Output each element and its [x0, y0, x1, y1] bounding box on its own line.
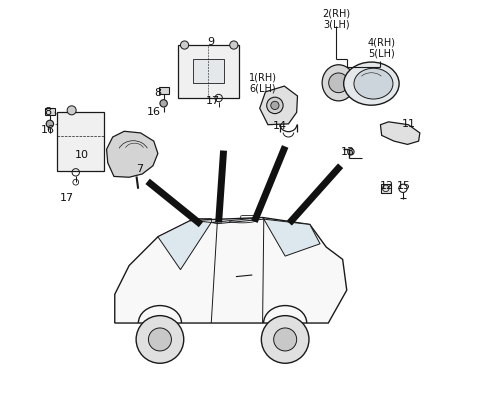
Text: 17: 17: [206, 96, 220, 106]
Text: 15: 15: [397, 181, 411, 191]
Circle shape: [261, 316, 309, 363]
Circle shape: [329, 73, 348, 93]
Text: 13: 13: [341, 147, 355, 157]
Text: 16: 16: [41, 125, 55, 135]
Circle shape: [180, 41, 189, 49]
Text: 2(RH)
3(LH): 2(RH) 3(LH): [323, 8, 350, 30]
Circle shape: [230, 41, 238, 49]
Circle shape: [348, 148, 354, 155]
Text: 4(RH)
5(LH): 4(RH) 5(LH): [368, 37, 396, 59]
Polygon shape: [178, 45, 239, 98]
Circle shape: [67, 106, 76, 115]
Circle shape: [267, 97, 283, 114]
Polygon shape: [158, 220, 211, 269]
Polygon shape: [381, 122, 420, 145]
Text: 12: 12: [380, 181, 394, 191]
Text: 1(RH)
6(LH): 1(RH) 6(LH): [249, 72, 276, 94]
Circle shape: [148, 328, 171, 351]
Bar: [193, 59, 224, 83]
Text: 14: 14: [273, 121, 288, 131]
Bar: [159, 87, 168, 94]
Text: 8: 8: [44, 107, 51, 117]
Polygon shape: [211, 218, 264, 224]
Polygon shape: [57, 112, 105, 171]
Text: 17: 17: [60, 193, 74, 203]
Polygon shape: [107, 131, 158, 177]
Bar: [381, 184, 391, 193]
Polygon shape: [260, 86, 298, 125]
Polygon shape: [115, 218, 347, 323]
Circle shape: [271, 101, 279, 110]
Ellipse shape: [354, 68, 393, 99]
Bar: [45, 108, 55, 115]
Text: 16: 16: [147, 107, 161, 117]
Ellipse shape: [322, 65, 355, 101]
Text: 7: 7: [136, 164, 143, 174]
Ellipse shape: [344, 62, 399, 105]
Text: 8: 8: [154, 88, 161, 98]
Circle shape: [160, 100, 168, 107]
Text: 11: 11: [402, 119, 416, 129]
Circle shape: [46, 120, 54, 128]
Circle shape: [136, 316, 184, 363]
Circle shape: [274, 328, 297, 351]
Text: 10: 10: [75, 150, 89, 160]
Polygon shape: [264, 219, 320, 256]
Text: 9: 9: [208, 37, 215, 47]
